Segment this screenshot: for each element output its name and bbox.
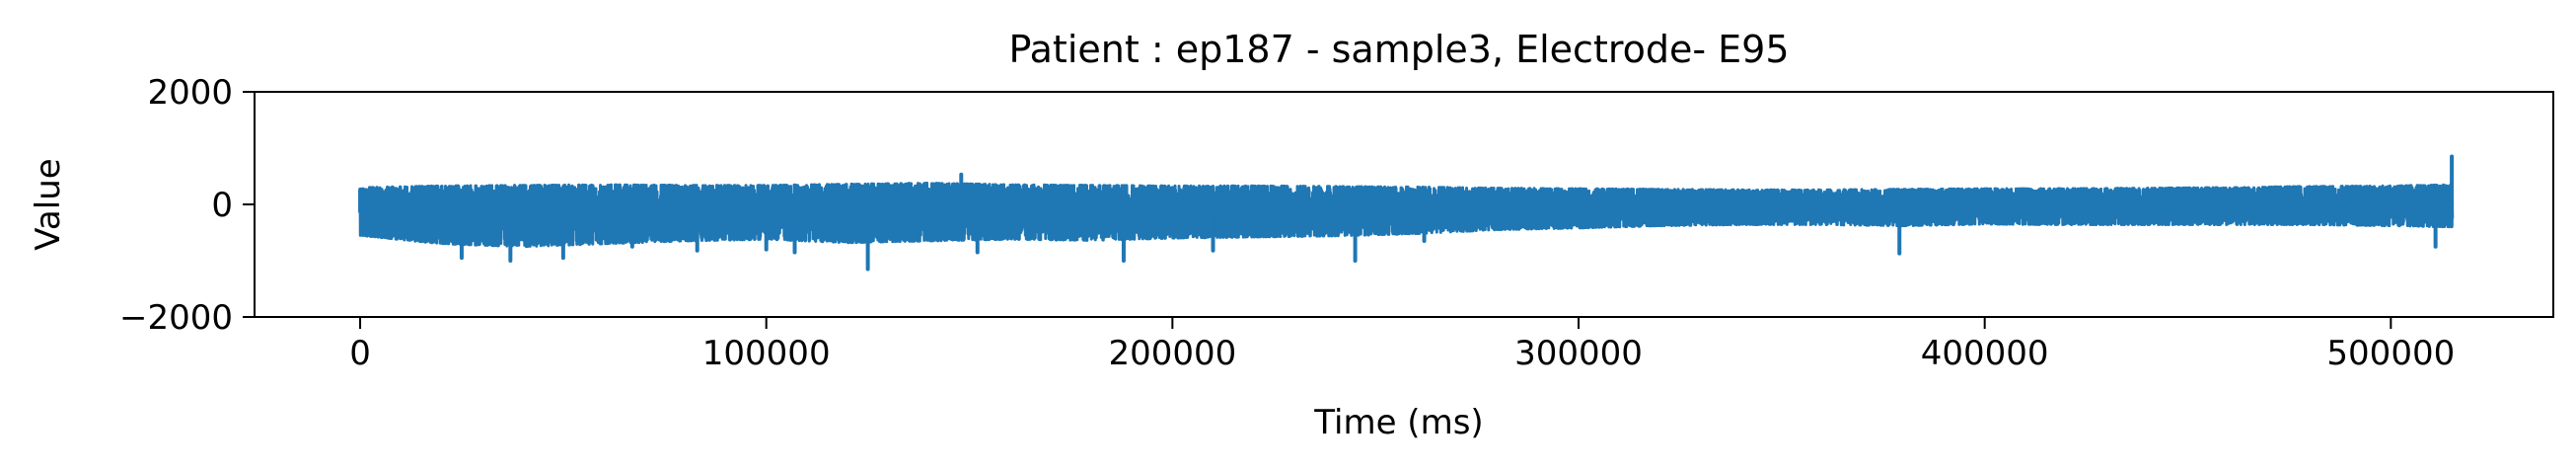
y-axis-ticks: −2000 0 2000 [119,73,255,338]
series-line [358,181,2455,249]
x-tick-label: 100000 [702,334,831,373]
y-tick-label: 2000 [147,73,233,113]
series-layer [358,154,2455,272]
x-axis-ticks: 0 100000 200000 300000 400000 500000 [349,317,2455,373]
chart-title: Patient : ep187 - sample3, Electrode- E9… [1008,28,1789,71]
y-axis-label: Value [29,158,68,250]
x-tick-label: 200000 [1108,334,1236,373]
x-tick-label: 0 [349,334,371,373]
x-tick-label: 400000 [1921,334,2049,373]
x-axis-label: Time (ms) [1313,403,1483,442]
x-tick-label: 300000 [1514,334,1643,373]
x-tick-label: 500000 [2326,334,2455,373]
y-tick-label: 0 [211,186,233,225]
y-tick-label: −2000 [119,298,233,338]
